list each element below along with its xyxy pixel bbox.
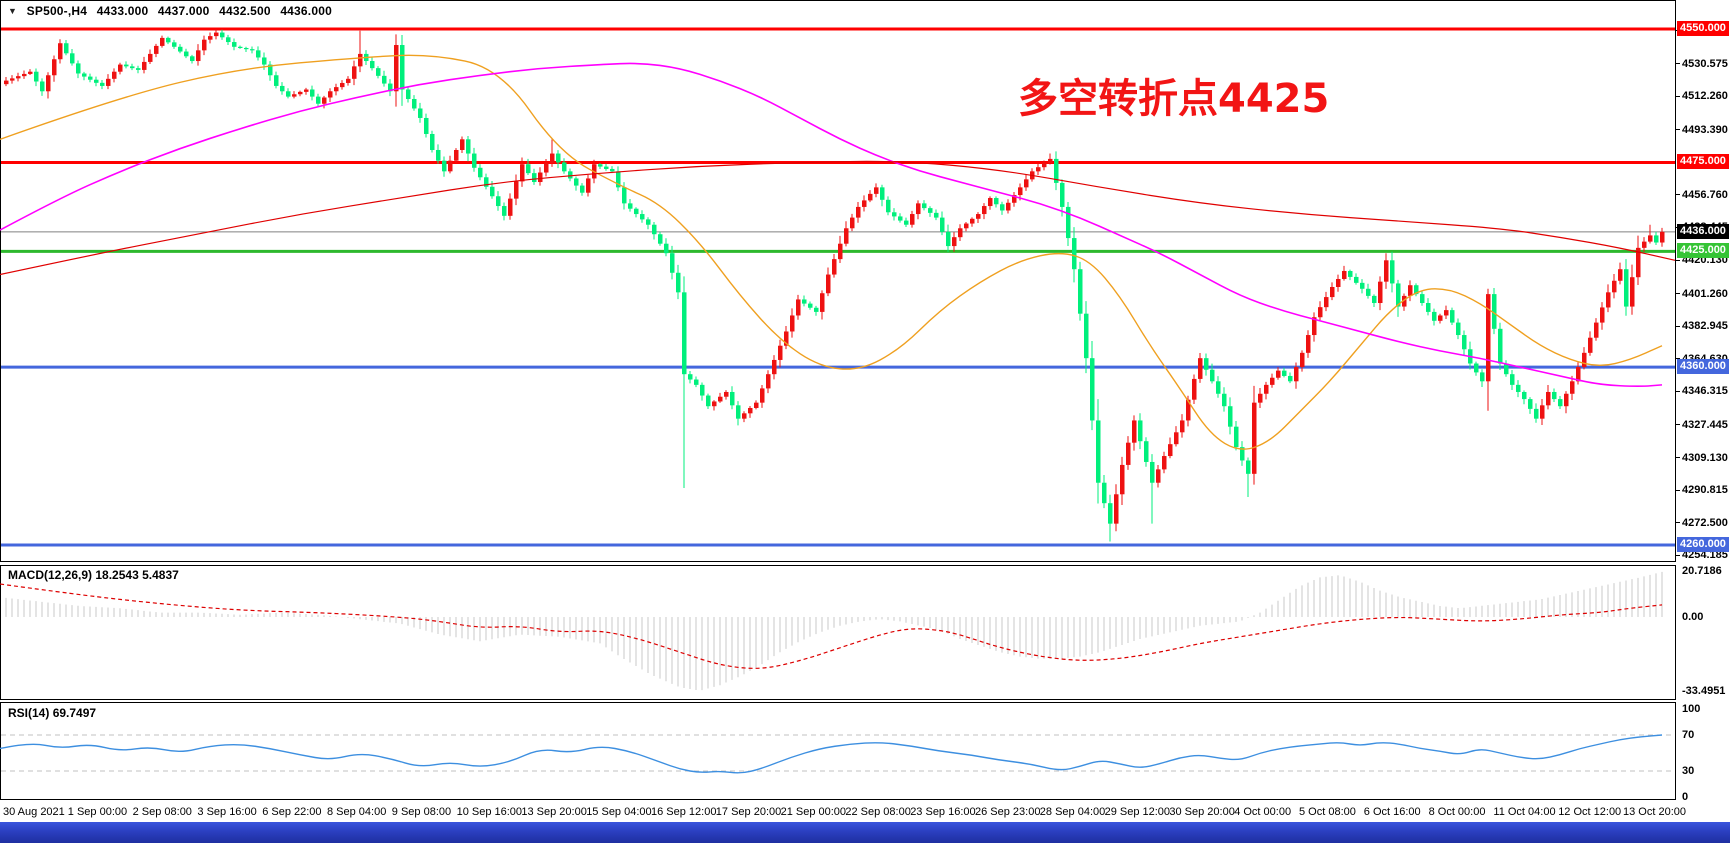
price-tick-mark	[1675, 194, 1680, 196]
price-badge-4550-000: 4550.000	[1677, 21, 1729, 36]
time-label: 10 Sep 16:00	[456, 806, 523, 818]
time-label: 30 Sep 20:00	[1169, 806, 1235, 818]
macd-indicator-label: MACD(12,26,9) 18.2543 5.4837	[8, 568, 179, 582]
time-label: 21 Sep 00:00	[780, 806, 847, 818]
time-label: 8 Sep 04:00	[327, 806, 387, 818]
price-tick-mark	[1675, 390, 1680, 392]
time-label: 9 Sep 08:00	[391, 806, 452, 818]
price-tick-mark	[1675, 457, 1680, 459]
rsi-axis-label: 30	[1682, 765, 1695, 777]
price-badge-4436-000: 4436.000	[1677, 223, 1729, 239]
ma-fast-orange	[0, 54, 1663, 450]
price-badge-4260-000: 4260.000	[1677, 536, 1729, 552]
main-panel-border	[0, 0, 1676, 562]
quote-low: 4432.500	[219, 4, 271, 18]
ma-mid-magenta	[0, 62, 1663, 387]
bottom-taskbar	[0, 822, 1730, 843]
quote-open: 4433.000	[96, 4, 149, 18]
price-tick-mark	[1675, 259, 1680, 261]
price-tick-mark	[1675, 554, 1680, 556]
price-tick-label: 4512.260	[1682, 90, 1728, 103]
chart-canvas[interactable]	[0, 0, 1730, 822]
price-tick-label: 4254.185	[1682, 549, 1728, 562]
price-tick-mark	[1675, 325, 1680, 327]
time-label: 8 Oct 00:00	[1428, 806, 1486, 818]
time-label: 30 Aug 2021	[3, 806, 65, 818]
time-label: 3 Sep 16:00	[197, 806, 257, 818]
rsi-line	[0, 734, 1663, 774]
price-tick-mark	[1675, 293, 1680, 295]
time-label: 6 Sep 22:00	[262, 806, 322, 818]
price-tick-label: 4272.500	[1682, 516, 1728, 529]
price-tick-label: 4382.945	[1682, 320, 1728, 333]
rsi-axis-label: 0	[1682, 791, 1689, 803]
time-label: 22 Sep 08:00	[845, 806, 911, 818]
price-badge-4425-000: 4425.000	[1677, 243, 1729, 259]
macd-axis-label: -33.4951	[1682, 684, 1726, 697]
pivot-annotation-text: 多空转折点4425	[1018, 76, 1330, 122]
price-tick-label: 4290.815	[1682, 484, 1728, 497]
time-label: 16 Sep 12:00	[651, 806, 717, 818]
price-tick-label: 4346.315	[1682, 385, 1728, 398]
price-tick-label: 4530.575	[1682, 57, 1728, 70]
macd-signal-line	[0, 583, 1663, 669]
time-label: 6 Oct 16:00	[1363, 806, 1421, 818]
price-tick-label: 4456.760	[1682, 188, 1728, 201]
price-tick-mark	[1675, 63, 1680, 65]
time-label: 4 Oct 00:00	[1234, 806, 1292, 818]
time-label: 26 Sep 23:00	[975, 806, 1041, 818]
price-tick-mark	[1675, 129, 1680, 131]
quote-high: 4437.000	[157, 4, 210, 18]
time-label: 11 Oct 04:00	[1493, 806, 1556, 818]
price-tick-label: 4493.390	[1682, 123, 1728, 136]
macd-panel-border	[0, 565, 1676, 700]
time-label: 28 Sep 04:00	[1039, 806, 1106, 818]
time-label: 5 Oct 08:00	[1299, 806, 1356, 818]
time-label: 13 Sep 20:00	[521, 806, 587, 818]
quote-close: 4436.000	[280, 4, 332, 18]
ma-slow-red	[0, 160, 1676, 276]
rsi-axis-label: 100	[1682, 703, 1701, 715]
chart-header: ▼ SP500-,H4 4433.000 4437.000 4432.500 4…	[8, 4, 338, 18]
price-tick-mark	[1675, 358, 1680, 360]
time-label: 12 Oct 12:00	[1558, 806, 1622, 818]
price-tick-mark	[1675, 95, 1680, 97]
rsi-axis-label: 70	[1682, 729, 1695, 741]
chart-symbol-dropdown-icon[interactable]: ▼	[8, 6, 18, 16]
time-label: 17 Sep 20:00	[715, 806, 782, 818]
price-badge-4360-000: 4360.000	[1677, 359, 1729, 375]
rsi-indicator-label: RSI(14) 69.7497	[8, 706, 97, 720]
macd-axis-label: 20.7186	[1682, 565, 1722, 578]
time-label: 2 Sep 08:00	[132, 806, 192, 818]
symbol-timeframe: SP500-,H4	[26, 4, 88, 18]
price-tick-label: 4401.260	[1682, 287, 1728, 300]
macd-histogram	[5, 571, 1663, 691]
price-tick-mark	[1675, 522, 1680, 524]
price-tick-label: 4309.130	[1682, 451, 1728, 464]
price-tick-mark	[1675, 489, 1680, 491]
time-label: 13 Oct 20:00	[1623, 806, 1686, 818]
time-label: 23 Sep 16:00	[910, 806, 976, 818]
time-label: 15 Sep 04:00	[586, 806, 652, 818]
rsi-panel-border	[0, 702, 1676, 800]
macd-axis-label: 0.00	[1682, 611, 1704, 623]
price-tick-mark	[1675, 424, 1680, 426]
price-badge-4475-000: 4475.000	[1677, 154, 1729, 170]
price-tick-label: 4327.445	[1682, 418, 1728, 431]
time-label: 1 Sep 00:00	[67, 806, 128, 818]
time-label: 29 Sep 12:00	[1104, 806, 1171, 818]
